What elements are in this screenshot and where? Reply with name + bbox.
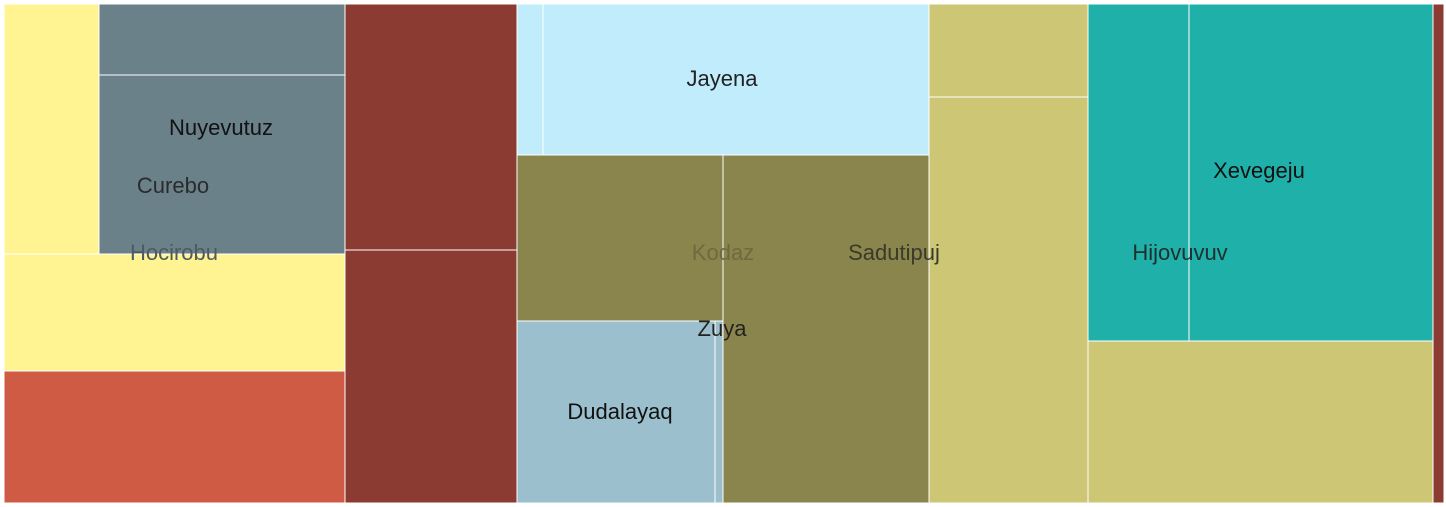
treemap-tile-maroon-top (344, 3, 518, 251)
label-hijovuvuv: Hijovuvuv (1132, 240, 1227, 265)
treemap-tile-yellow-left-strip (3, 3, 100, 255)
label-zuya: Zuya (698, 316, 748, 341)
treemap-tile-coral-block (3, 370, 346, 504)
treemap-tile-maroon-edge (1432, 3, 1445, 504)
treemap-tile-olive-right (722, 154, 930, 504)
treemap-tile-olive-left (516, 154, 724, 322)
treemap-labels: Nuyevutuz Curebo Hocirobu Jayena Kodaz S… (130, 66, 1305, 424)
treemap-tile-teal-left (1087, 3, 1190, 342)
label-sadutipuj: Sadutipuj (848, 240, 940, 265)
label-curebo: Curebo (137, 173, 209, 198)
label-dudalayaq: Dudalayaq (567, 399, 672, 424)
treemap-tile-steelblue-sliver (714, 320, 724, 504)
treemap-tile-khaki-tall (928, 96, 1089, 504)
treemap-tile-slate-main (98, 74, 346, 255)
treemap-tile-maroon-bottom (344, 249, 518, 504)
label-hocirobu: Hocirobu (130, 240, 218, 265)
label-xevegeju: Xevegeju (1213, 158, 1305, 183)
treemap-tile-steelblue-block (516, 320, 716, 504)
treemap-tile-lightblue-strip (516, 3, 544, 156)
treemap-tile-khaki-bottom (1087, 340, 1434, 504)
label-nuyevutuz: Nuyevutuz (169, 115, 273, 140)
label-kodaz: Kodaz (692, 240, 754, 265)
treemap-tile-slate-top (98, 3, 346, 76)
treemap-tile-yellow-band (3, 253, 346, 372)
treemap-tiles (3, 3, 1445, 504)
treemap-tile-khaki-top (928, 3, 1089, 98)
label-jayena: Jayena (687, 66, 759, 91)
